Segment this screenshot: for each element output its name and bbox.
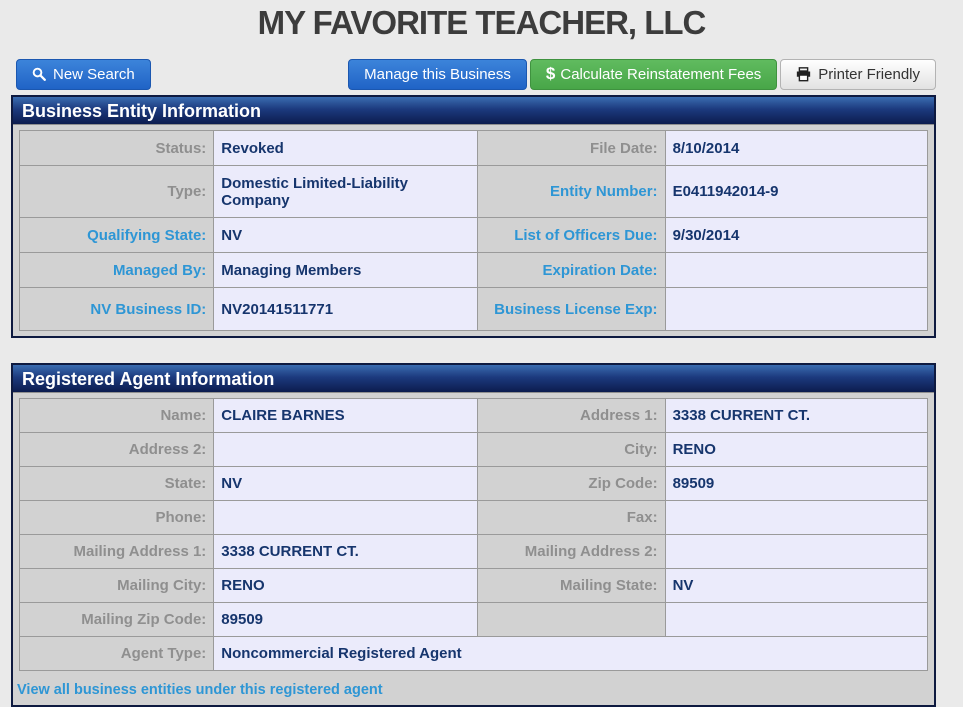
- table-row: Type: Domestic Limited-Liability Company…: [18, 165, 929, 218]
- zip-code-value: 89509: [664, 466, 929, 501]
- printer-icon: [796, 66, 811, 82]
- business-entity-header: Business Entity Information: [13, 97, 934, 125]
- table-row: Mailing Zip Code: 89509: [18, 602, 929, 637]
- new-search-button[interactable]: New Search: [16, 58, 151, 90]
- table-row: Phone: Fax:: [18, 500, 929, 535]
- empty-value-cell: [664, 602, 929, 637]
- state-value: NV: [213, 466, 478, 501]
- agent-name-label: Name:: [18, 398, 215, 433]
- table-row: Qualifying State: NV List of Officers Du…: [18, 217, 929, 253]
- mailing-zip-code-value: 89509: [213, 602, 478, 637]
- city-value: RENO: [664, 432, 929, 467]
- registered-agent-section: Registered Agent Information Name: CLAIR…: [11, 363, 936, 707]
- mailing-zip-code-label: Mailing Zip Code:: [18, 602, 215, 637]
- phone-value: [213, 500, 478, 535]
- table-row: NV Business ID: NV20141511771 Business L…: [18, 287, 929, 331]
- registered-agent-header: Registered Agent Information: [13, 365, 934, 393]
- toolbar: New Search Manage this Business $ Calcul…: [16, 58, 936, 90]
- view-agent-entities-link[interactable]: View all business entities under this re…: [17, 682, 383, 698]
- table-row: Agent Type: Noncommercial Registered Age…: [18, 636, 928, 671]
- table-row: Mailing Address 1: 3338 CURRENT CT. Mail…: [18, 534, 929, 569]
- mailing-city-label: Mailing City:: [18, 568, 215, 603]
- mailing-address-2-label: Mailing Address 2:: [476, 534, 666, 569]
- mailing-state-label: Mailing State:: [476, 568, 666, 603]
- phone-label: Phone:: [18, 500, 215, 535]
- table-row: Status: Revoked File Date: 8/10/2014: [18, 130, 929, 166]
- agent-type-label: Agent Type:: [18, 636, 215, 671]
- address-1-value: 3338 CURRENT CT.: [664, 398, 929, 433]
- business-license-exp-label[interactable]: Business License Exp:: [476, 287, 666, 331]
- qualifying-state-value: NV: [213, 217, 478, 253]
- zip-code-label: Zip Code:: [476, 466, 666, 501]
- city-label: City:: [476, 432, 666, 467]
- mailing-address-1-label: Mailing Address 1:: [18, 534, 215, 569]
- business-license-exp-value: [664, 287, 929, 331]
- table-row: Address 2: City: RENO: [18, 432, 929, 467]
- agent-type-value: Noncommercial Registered Agent: [213, 636, 928, 671]
- fax-label: Fax:: [476, 500, 666, 535]
- type-value: Domestic Limited-Liability Company: [213, 165, 478, 218]
- address-1-label: Address 1:: [476, 398, 666, 433]
- manage-business-button[interactable]: Manage this Business: [348, 58, 527, 90]
- fax-value: [664, 500, 929, 535]
- table-row: Name: CLAIRE BARNES Address 1: 3338 CURR…: [18, 398, 929, 433]
- business-entity-table: Status: Revoked File Date: 8/10/2014 Typ…: [18, 130, 929, 331]
- mailing-city-value: RENO: [213, 568, 478, 603]
- dollar-icon: $: [545, 64, 556, 83]
- table-row: State: NV Zip Code: 89509: [18, 466, 929, 501]
- registered-agent-table: Name: CLAIRE BARNES Address 1: 3338 CURR…: [18, 398, 929, 671]
- calculate-fees-button[interactable]: $ Calculate Reinstatement Fees: [529, 58, 778, 90]
- nv-business-id-value: NV20141511771: [213, 287, 478, 331]
- file-date-label: File Date:: [476, 130, 666, 166]
- calculate-fees-label: Calculate Reinstatement Fees: [560, 65, 762, 83]
- managed-by-value: Managing Members: [213, 252, 478, 288]
- agent-name-value: CLAIRE BARNES: [213, 398, 478, 433]
- address-2-value: [213, 432, 478, 467]
- type-label: Type:: [18, 165, 215, 218]
- list-of-officers-due-label[interactable]: List of Officers Due:: [476, 217, 666, 253]
- expiration-date-value: [664, 252, 929, 288]
- new-search-label: New Search: [53, 65, 135, 83]
- state-label: State:: [18, 466, 215, 501]
- manage-business-label: Manage this Business: [364, 65, 511, 83]
- address-2-label: Address 2:: [18, 432, 215, 467]
- empty-label-cell: [476, 602, 666, 637]
- entity-number-value: E0411942014-9: [664, 165, 929, 218]
- status-label: Status:: [18, 130, 215, 166]
- printer-friendly-button[interactable]: Printer Friendly: [780, 58, 936, 90]
- entity-number-label[interactable]: Entity Number:: [476, 165, 666, 218]
- status-value: Revoked: [213, 130, 478, 166]
- expiration-date-label[interactable]: Expiration Date:: [476, 252, 666, 288]
- qualifying-state-label[interactable]: Qualifying State:: [18, 217, 215, 253]
- table-row: Mailing City: RENO Mailing State: NV: [18, 568, 929, 603]
- page-title: MY FAVORITE TEACHER, LLC: [257, 4, 707, 41]
- business-entity-section: Business Entity Information Status: Revo…: [11, 95, 936, 338]
- table-row: Managed By: Managing Members Expiration …: [18, 252, 929, 288]
- managed-by-label[interactable]: Managed By:: [18, 252, 215, 288]
- search-icon: [32, 67, 46, 81]
- list-of-officers-due-value: 9/30/2014: [664, 217, 929, 253]
- mailing-state-value: NV: [664, 568, 929, 603]
- nv-business-id-label[interactable]: NV Business ID:: [18, 287, 215, 331]
- mailing-address-1-value: 3338 CURRENT CT.: [213, 534, 478, 569]
- printer-friendly-label: Printer Friendly: [818, 65, 920, 83]
- mailing-address-2-value: [664, 534, 929, 569]
- file-date-value: 8/10/2014: [664, 130, 929, 166]
